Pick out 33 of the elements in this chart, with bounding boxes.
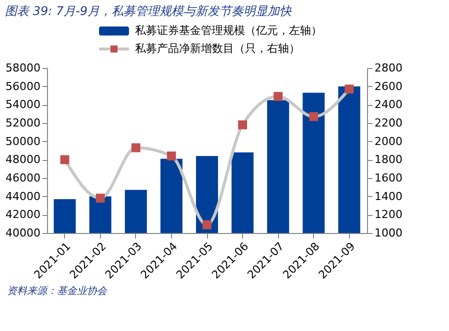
- legend-label: 私募产品净新增数目（只，右轴）: [135, 42, 300, 55]
- y-tick-label: 54000: [6, 98, 40, 112]
- y-tick-label: 48000: [6, 153, 40, 166]
- y2-tick-label: 1800: [374, 153, 402, 166]
- point: [344, 84, 354, 94]
- y-tick-label: 52000: [6, 116, 40, 130]
- point: [238, 120, 248, 130]
- y-tick-label: 44000: [6, 190, 40, 203]
- point: [309, 112, 318, 122]
- point: [60, 155, 70, 164]
- point: [202, 220, 212, 230]
- y-tick-label: 46000: [6, 172, 40, 184]
- point: [166, 152, 176, 160]
- legend-label: 私募证券基金管理规模（亿元，左轴）: [135, 24, 322, 37]
- y2-tick-label: 1400: [374, 190, 402, 203]
- y-tick-label: 56000: [6, 80, 40, 93]
- y2-tick-label: 2800: [374, 62, 402, 74]
- y2-tick-label: 1200: [374, 208, 402, 222]
- y-tick-label: 58000: [6, 62, 40, 74]
- y-tick-label: 42000: [6, 208, 40, 222]
- y2-tick-label: 2000: [374, 134, 402, 148]
- y2-tick-label: 1000: [374, 226, 402, 240]
- y-tick-label: 50000: [6, 134, 40, 148]
- y2-tick-label: 2400: [374, 98, 402, 112]
- point: [274, 92, 283, 101]
- point: [96, 194, 105, 203]
- y-tick-label: 40000: [6, 226, 40, 240]
- y2-tick-label: 2200: [374, 116, 402, 130]
- chart-title: 图表 39: 7月-9月，私募管理规模与新发节奏明显加快: [5, 4, 293, 18]
- y2-tick-label: 2600: [374, 80, 402, 93]
- y2-tick-label: 1600: [374, 172, 402, 184]
- text: 资料来源：基金业协会: [7, 285, 108, 297]
- point: [131, 143, 140, 152]
